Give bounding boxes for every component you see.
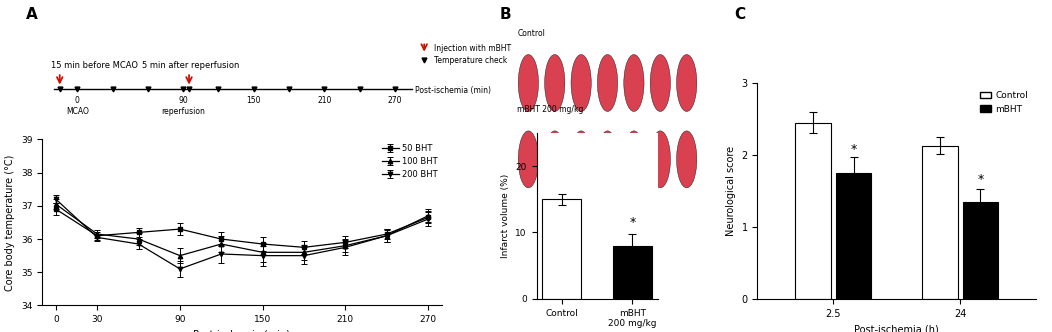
Ellipse shape: [598, 54, 618, 112]
Ellipse shape: [676, 131, 696, 188]
Text: Injection with mBHT: Injection with mBHT: [433, 43, 510, 52]
Text: 5 min after reperfusion: 5 min after reperfusion: [142, 61, 240, 70]
Legend: Control, mBHT: Control, mBHT: [976, 88, 1032, 117]
X-axis label: Post-ischemia (min): Post-ischemia (min): [194, 330, 290, 332]
Ellipse shape: [624, 131, 644, 188]
Text: Control: Control: [518, 29, 545, 38]
Ellipse shape: [676, 54, 696, 112]
Text: A: A: [26, 7, 38, 22]
Ellipse shape: [598, 131, 618, 188]
Text: 15 min before MCAO: 15 min before MCAO: [52, 61, 139, 70]
Ellipse shape: [650, 54, 670, 112]
X-axis label: Post-ischemia (h): Post-ischemia (h): [854, 324, 939, 332]
Ellipse shape: [545, 131, 565, 188]
Y-axis label: Infarct volume (%): Infarct volume (%): [501, 174, 510, 258]
Text: C: C: [734, 7, 746, 22]
Ellipse shape: [650, 131, 670, 188]
Text: 150: 150: [246, 96, 261, 106]
Text: 270: 270: [387, 96, 402, 106]
Y-axis label: Neurological score: Neurological score: [726, 146, 736, 236]
Bar: [542, 199, 581, 299]
Ellipse shape: [519, 54, 539, 112]
Text: Post-ischemia (min): Post-ischemia (min): [414, 86, 491, 95]
Text: B: B: [500, 7, 511, 22]
Text: Temperature check: Temperature check: [433, 56, 507, 65]
Bar: [613, 246, 652, 299]
Bar: [795, 123, 831, 299]
Bar: [836, 173, 871, 299]
Ellipse shape: [624, 54, 644, 112]
Bar: [923, 145, 957, 299]
Text: mBHT 200 mg/kg: mBHT 200 mg/kg: [518, 105, 584, 114]
Text: 210: 210: [317, 96, 331, 106]
Text: *: *: [629, 216, 635, 229]
Ellipse shape: [519, 131, 539, 188]
Legend: 50 BHT, 100 BHT, 200 BHT: 50 BHT, 100 BHT, 200 BHT: [382, 144, 438, 179]
Ellipse shape: [545, 54, 565, 112]
Text: 90
reperfusion: 90 reperfusion: [161, 96, 205, 116]
Text: *: *: [977, 173, 984, 186]
Ellipse shape: [571, 54, 591, 112]
Y-axis label: Core body temperature (°C): Core body temperature (°C): [5, 154, 16, 290]
Bar: [963, 202, 998, 299]
Ellipse shape: [571, 131, 591, 188]
Text: *: *: [851, 143, 857, 156]
Text: 0
MCAO: 0 MCAO: [66, 96, 88, 116]
